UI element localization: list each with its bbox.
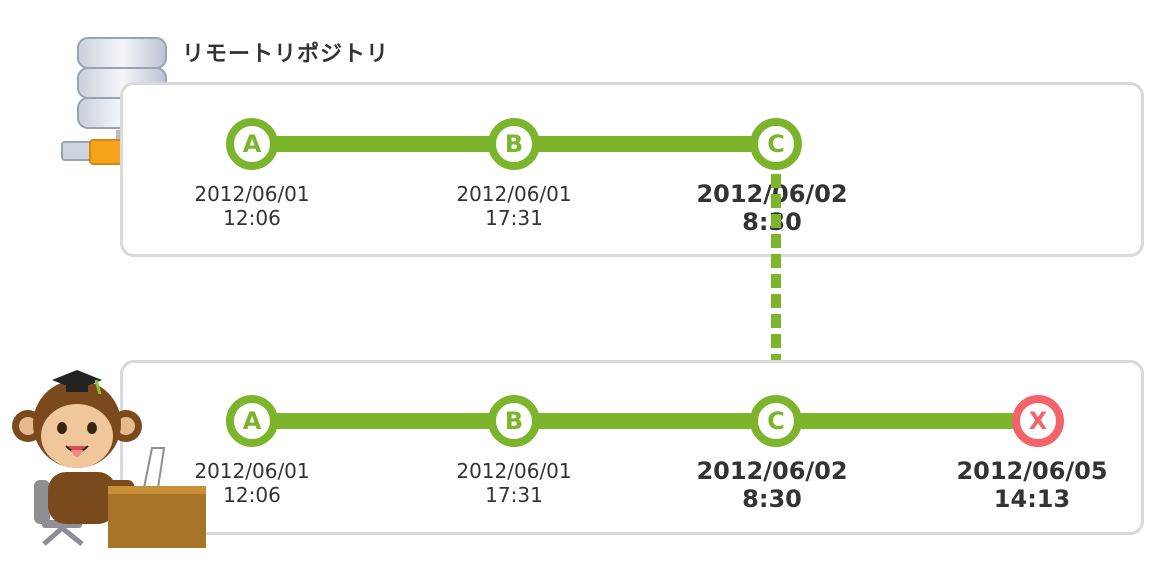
local-commit-b-time: 17:31	[485, 483, 543, 507]
local-commit-a-time: 12:06	[223, 483, 281, 507]
remote-commit-a-date: 2012/06/01	[194, 182, 310, 206]
remote-commit-c: C	[750, 118, 802, 170]
remote-commit-b-timestamp: 2012/06/01 17:31	[414, 182, 614, 230]
local-commit-c-time: 8:30	[742, 485, 802, 513]
local-commit-b: B	[488, 395, 540, 447]
local-commit-a-date: 2012/06/01	[194, 459, 310, 483]
remote-commit-b: B	[488, 118, 540, 170]
local-commit-a: A	[226, 395, 278, 447]
remote-commit-b-date: 2012/06/01	[456, 182, 572, 206]
local-commit-x-timestamp: 2012/06/05 14:13	[932, 457, 1132, 513]
local-commit-a-timestamp: 2012/06/01 12:06	[152, 459, 352, 507]
remote-commit-a-timestamp: 2012/06/01 12:06	[152, 182, 352, 230]
local-commit-b-timestamp: 2012/06/01 17:31	[414, 459, 614, 507]
local-commit-c-timestamp: 2012/06/02 8:30	[672, 457, 872, 513]
remote-repository-title: リモートリポジトリ	[182, 42, 390, 67]
remote-commit-b-time: 17:31	[485, 206, 543, 230]
remote-commit-a: A	[226, 118, 278, 170]
local-commit-b-date: 2012/06/01	[456, 459, 572, 483]
local-commit-x-date: 2012/06/05	[956, 457, 1108, 485]
local-commit-line	[252, 413, 1038, 429]
remote-commit-a-time: 12:06	[223, 206, 281, 230]
local-commit-c-date: 2012/06/02	[696, 457, 848, 485]
local-repository-panel	[120, 360, 1144, 535]
local-commit-x: X	[1012, 395, 1064, 447]
local-commit-x-time: 14:13	[993, 485, 1071, 513]
monkey-user-at-desk-icon	[12, 370, 206, 548]
local-commit-c: C	[750, 395, 802, 447]
remote-repository-panel	[120, 82, 1144, 257]
